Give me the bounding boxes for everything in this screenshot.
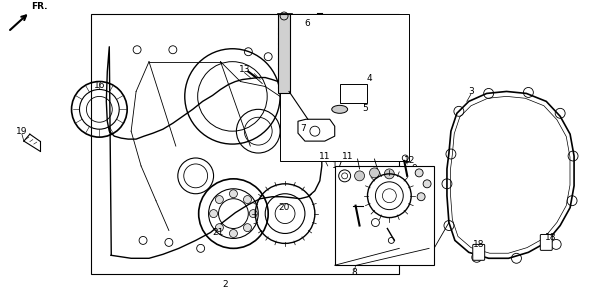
- Text: FR.: FR.: [31, 2, 47, 11]
- Text: 5: 5: [363, 104, 368, 113]
- FancyBboxPatch shape: [335, 166, 434, 265]
- Circle shape: [369, 168, 379, 178]
- Text: 17: 17: [332, 161, 343, 170]
- FancyBboxPatch shape: [540, 234, 552, 250]
- Circle shape: [230, 190, 237, 198]
- Circle shape: [415, 169, 423, 177]
- Text: 16: 16: [94, 81, 105, 90]
- Text: 20: 20: [278, 203, 290, 212]
- Text: 18: 18: [473, 240, 484, 249]
- Circle shape: [209, 209, 218, 218]
- Circle shape: [230, 229, 237, 237]
- Circle shape: [215, 224, 224, 232]
- Circle shape: [244, 196, 251, 203]
- Circle shape: [417, 193, 425, 201]
- FancyBboxPatch shape: [340, 83, 368, 103]
- Text: 6: 6: [304, 20, 310, 28]
- Circle shape: [423, 180, 431, 188]
- Text: 10: 10: [346, 208, 358, 217]
- Text: 18: 18: [545, 233, 556, 242]
- Circle shape: [355, 171, 365, 181]
- Text: 3: 3: [468, 87, 474, 96]
- Text: 9: 9: [418, 194, 424, 203]
- FancyBboxPatch shape: [91, 14, 399, 274]
- Text: 13: 13: [238, 65, 250, 74]
- Circle shape: [244, 224, 251, 232]
- Text: 9: 9: [411, 164, 417, 173]
- Text: 21: 21: [213, 228, 224, 237]
- Text: 9: 9: [428, 181, 434, 190]
- Text: 15: 15: [371, 218, 382, 227]
- Text: 8: 8: [352, 268, 358, 277]
- Text: 11: 11: [319, 153, 330, 162]
- Text: 11: 11: [342, 153, 353, 162]
- Text: 14: 14: [386, 228, 397, 237]
- FancyBboxPatch shape: [278, 14, 290, 93]
- FancyBboxPatch shape: [280, 14, 409, 161]
- FancyBboxPatch shape: [473, 244, 485, 260]
- Circle shape: [250, 209, 257, 218]
- Circle shape: [384, 169, 394, 179]
- Ellipse shape: [332, 105, 348, 113]
- Text: 4: 4: [366, 74, 372, 83]
- Text: 12: 12: [404, 157, 415, 166]
- Text: 2: 2: [222, 280, 228, 289]
- Text: 19: 19: [16, 127, 28, 136]
- Text: 7: 7: [300, 124, 306, 133]
- Circle shape: [215, 196, 224, 203]
